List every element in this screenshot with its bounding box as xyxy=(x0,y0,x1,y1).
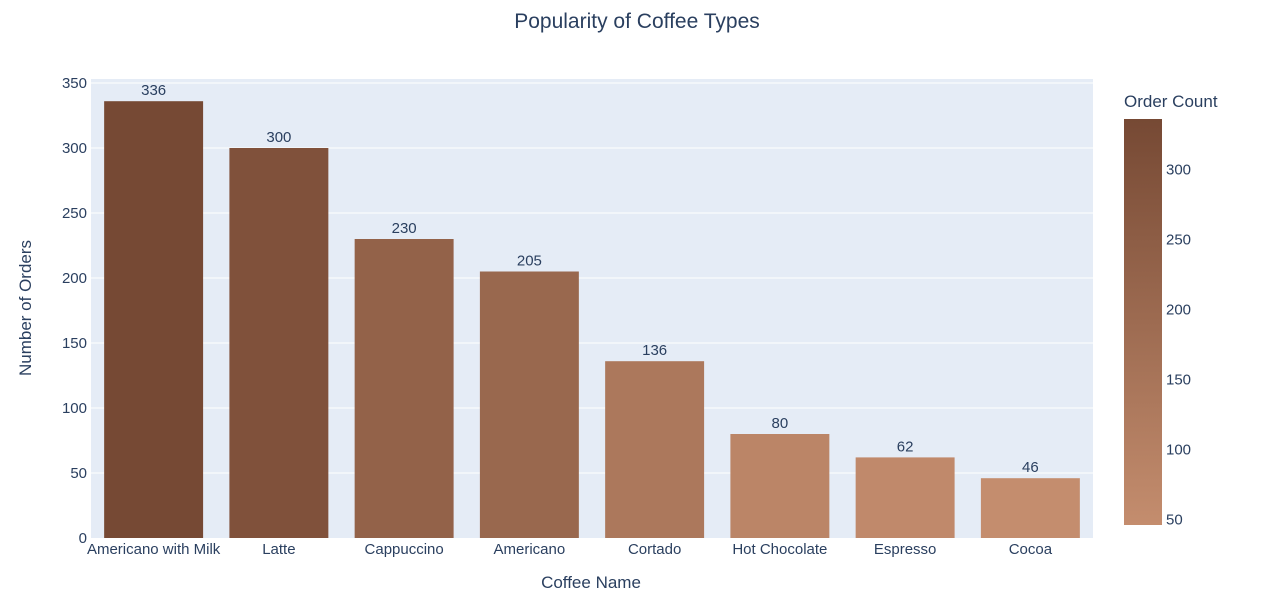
x-axis-ticks: Americano with Milk Latte Cappuccino Americ… xyxy=(87,541,1053,558)
data-label: 230 xyxy=(392,220,417,237)
data-label: 136 xyxy=(642,342,667,359)
bar xyxy=(229,148,329,538)
colorbar-tick-label: 100 xyxy=(1166,441,1191,458)
colorbar-gradient xyxy=(1124,119,1162,525)
x-tick-label: Espresso xyxy=(874,541,937,558)
x-tick-label: Cappuccino xyxy=(365,541,444,558)
colorbar: Order Count 50 100 150 200 250 300 xyxy=(1124,92,1218,528)
y-axis-ticks: 0 50 100 150 200 250 300 350 xyxy=(62,75,87,547)
data-label: 205 xyxy=(517,253,542,270)
y-tick-label: 0 xyxy=(79,530,87,547)
data-label: 80 xyxy=(772,415,789,432)
bar xyxy=(855,457,955,538)
y-axis-title: Number of Orders xyxy=(16,240,35,376)
data-label: 336 xyxy=(141,82,166,99)
colorbar-tick-label: 300 xyxy=(1166,161,1191,178)
bar xyxy=(104,101,204,538)
y-tick-label: 300 xyxy=(62,140,87,157)
chart-title: Popularity of Coffee Types xyxy=(514,10,760,33)
y-tick-label: 50 xyxy=(70,465,87,482)
x-tick-label: Americano with Milk xyxy=(87,541,221,558)
y-tick-label: 250 xyxy=(62,205,87,222)
x-axis-title: Coffee Name xyxy=(541,573,641,592)
bar xyxy=(605,361,705,538)
x-tick-label: Americano xyxy=(494,541,566,558)
data-label: 300 xyxy=(266,129,291,146)
y-tick-label: 100 xyxy=(62,400,87,417)
bar xyxy=(479,271,579,538)
bars xyxy=(104,101,1080,538)
x-tick-label: Latte xyxy=(262,541,295,558)
bar xyxy=(354,239,454,538)
x-tick-label: Hot Chocolate xyxy=(732,541,827,558)
data-labels: 336 300 230 205 136 80 62 46 xyxy=(141,82,1039,476)
data-label: 62 xyxy=(897,438,914,455)
x-tick-label: Cocoa xyxy=(1009,541,1053,558)
colorbar-tick-label: 200 xyxy=(1166,301,1191,318)
x-tick-label: Cortado xyxy=(628,541,681,558)
y-tick-label: 350 xyxy=(62,75,87,92)
bar xyxy=(730,434,830,538)
y-tick-label: 200 xyxy=(62,270,87,287)
colorbar-tick-label: 150 xyxy=(1166,371,1191,388)
colorbar-tick-label: 50 xyxy=(1166,511,1183,528)
data-label: 46 xyxy=(1022,459,1039,476)
y-tick-label: 150 xyxy=(62,335,87,352)
colorbar-tick-label: 250 xyxy=(1166,231,1191,248)
colorbar-ticks: 50 100 150 200 250 300 xyxy=(1166,161,1191,528)
colorbar-title: Order Count xyxy=(1124,92,1218,111)
bar xyxy=(980,478,1080,538)
